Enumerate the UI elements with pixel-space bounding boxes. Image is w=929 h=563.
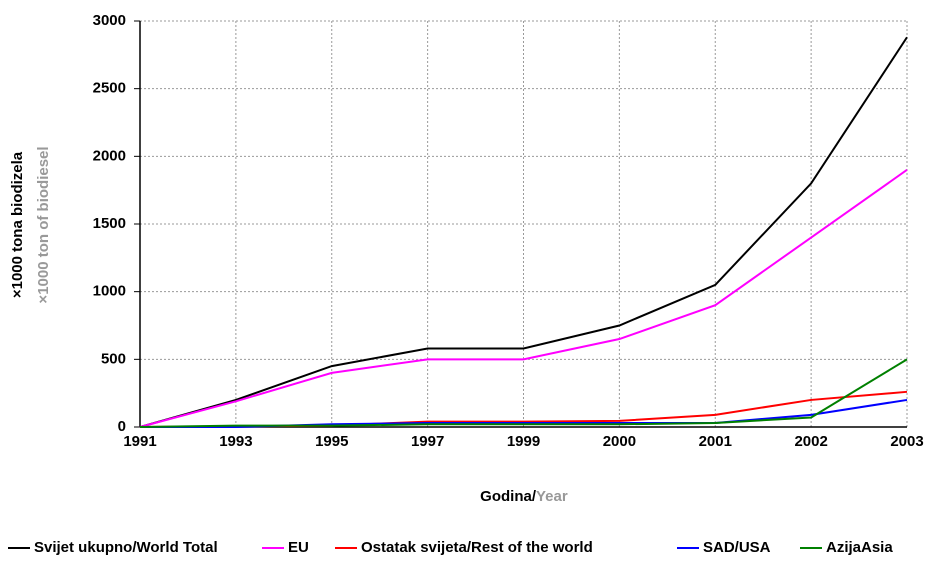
x-tick-label: 1997 [411, 433, 444, 450]
y-tick-label: 3000 [93, 12, 126, 29]
x-tick-label: 1995 [315, 433, 348, 450]
y-tick-label: 2000 [93, 147, 126, 164]
legend-label: SAD/USA [703, 539, 771, 556]
legend-label: EU [288, 539, 309, 556]
y-tick-label: 1000 [93, 283, 126, 300]
y-axis-label: ×1000 tona biodizela [9, 151, 26, 298]
y-tick-label: 2500 [93, 80, 126, 97]
series-line [139, 36, 908, 428]
series-line [139, 169, 908, 428]
x-tick-label: 2000 [603, 433, 636, 450]
x-axis-label: Godina/ [480, 488, 537, 505]
x-tick-label: 1999 [507, 433, 540, 450]
x-tick-label: 1993 [219, 433, 252, 450]
series-line [139, 358, 908, 428]
x-tick-label: 1991 [123, 433, 156, 450]
x-tick-label: 2002 [794, 433, 827, 450]
legend-label: AzijaAsia [826, 539, 893, 556]
y-axis-label-en: ×1000 ton of biodiesel [35, 146, 52, 303]
legend-label: Ostatak svijeta/Rest of the world [361, 539, 593, 556]
x-axis-label-en: Year [536, 488, 568, 505]
y-tick-label: 1500 [93, 215, 126, 232]
x-tick-label: 2001 [699, 433, 732, 450]
legend-label: Svijet ukupno/World Total [34, 539, 218, 556]
x-tick-label: 2003 [890, 433, 923, 450]
y-tick-label: 0 [118, 418, 126, 435]
y-tick-label: 500 [101, 350, 126, 367]
